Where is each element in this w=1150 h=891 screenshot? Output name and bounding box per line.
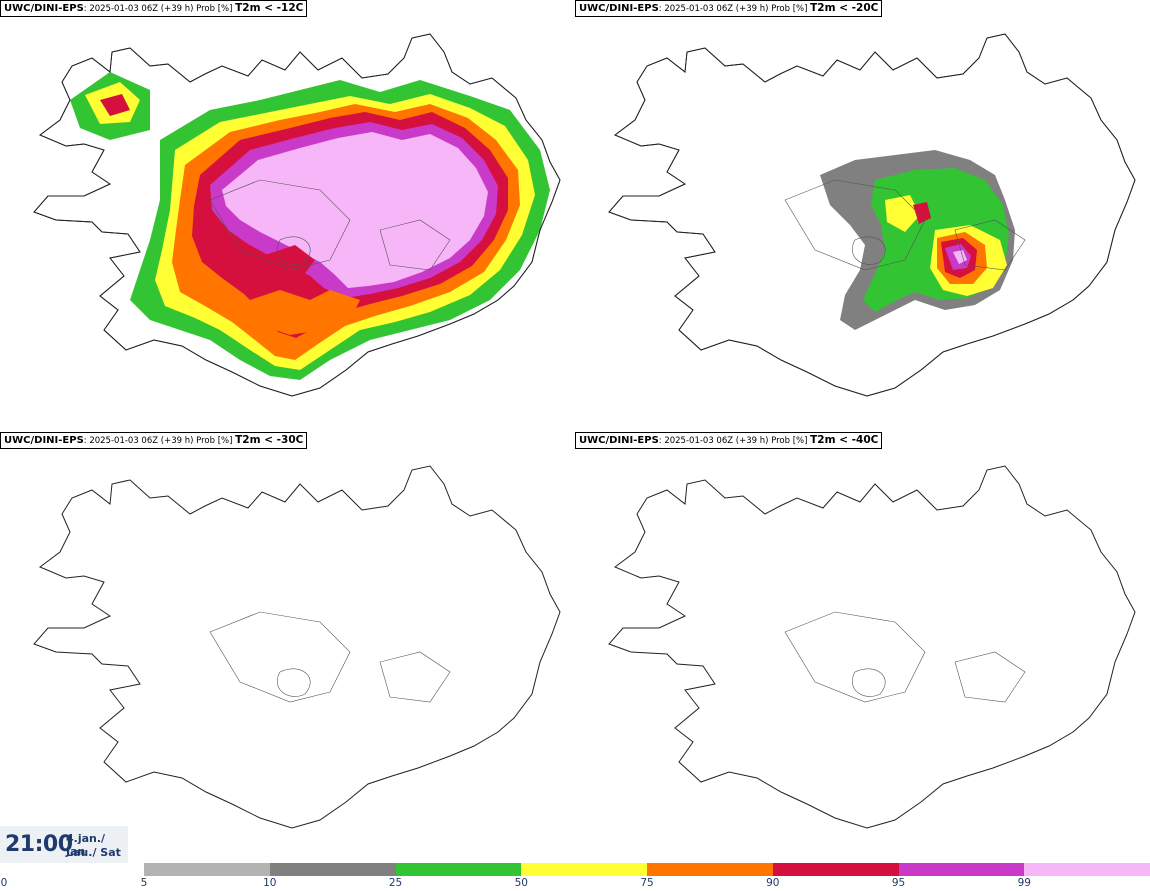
colorbar-tick-label: 99 bbox=[1017, 877, 1031, 889]
model-name: UWC/DINI-EPS bbox=[4, 435, 84, 446]
colorbar-segment bbox=[521, 863, 647, 876]
panel-title: UWC/DINI-EPS: 2025-01-03 06Z (+39 h) Pro… bbox=[0, 432, 308, 449]
colorbar bbox=[144, 863, 1150, 876]
iceland-map bbox=[608, 465, 1136, 829]
map-panel-t2m-lt-minus30: UWC/DINI-EPS: 2025-01-03 06Z (+39 h) Pro… bbox=[0, 432, 575, 862]
panel-title: UWC/DINI-EPS: 2025-01-03 06Z (+39 h) Pro… bbox=[0, 0, 308, 17]
map-panel-t2m-lt-minus20: UWC/DINI-EPS: 2025-01-03 06Z (+39 h) Pro… bbox=[575, 0, 1150, 430]
panel-title: UWC/DINI-EPS: 2025-01-03 06Z (+39 h) Pro… bbox=[575, 0, 883, 17]
colorbar-tick-label: 90 bbox=[766, 877, 780, 889]
model-name: UWC/DINI-EPS bbox=[579, 435, 659, 446]
valid-time-box: 21:00 4.jan./ Jan Lau./ Sat bbox=[0, 826, 128, 863]
iceland-map bbox=[33, 33, 561, 397]
colorbar-segment bbox=[269, 863, 396, 876]
run-info: : 2025-01-03 06Z (+39 h) Prob [%] bbox=[658, 4, 808, 14]
iceland-map bbox=[33, 465, 561, 829]
colorbar-tick-label: 50 bbox=[514, 877, 528, 889]
model-name: UWC/DINI-EPS bbox=[4, 3, 84, 14]
colorbar-segment bbox=[772, 863, 899, 876]
threshold-label: T2m < -40C bbox=[810, 434, 879, 446]
colorbar-segment bbox=[395, 863, 522, 876]
map-panel-t2m-lt-minus40: UWC/DINI-EPS: 2025-01-03 06Z (+39 h) Pro… bbox=[575, 432, 1150, 862]
valid-date: 4.jan./ Jan bbox=[66, 832, 106, 858]
run-info: : 2025-01-03 06Z (+39 h) Prob [%] bbox=[658, 436, 808, 446]
colorbar-tick-label: 75 bbox=[640, 877, 654, 889]
colorbar-segment bbox=[1024, 863, 1150, 876]
colorbar-segment bbox=[898, 863, 1025, 876]
valid-time: 21:00 bbox=[5, 832, 73, 857]
map-panel-t2m-lt-minus12: UWC/DINI-EPS: 2025-01-03 06Z (+39 h) Pro… bbox=[0, 0, 575, 430]
run-info: : 2025-01-03 06Z (+39 h) Prob [%] bbox=[83, 4, 233, 14]
iceland-map bbox=[608, 33, 1136, 397]
threshold-label: T2m < -12C bbox=[235, 2, 304, 14]
colorbar-segment bbox=[144, 863, 270, 876]
colorbar-tick-label: 10 bbox=[263, 877, 277, 889]
run-info: : 2025-01-03 06Z (+39 h) Prob [%] bbox=[83, 436, 233, 446]
model-name: UWC/DINI-EPS bbox=[579, 3, 659, 14]
colorbar-tick-label: 25 bbox=[388, 877, 403, 889]
colorbar-tick-label: 95 bbox=[891, 877, 906, 889]
threshold-label: T2m < -20C bbox=[810, 2, 879, 14]
threshold-label: T2m < -30C bbox=[235, 434, 304, 446]
colorbar-segment bbox=[647, 863, 773, 876]
colorbar-tick-label: 5 bbox=[140, 877, 148, 889]
colorbar-tick-label: 0 bbox=[0, 877, 8, 889]
panel-title: UWC/DINI-EPS: 2025-01-03 06Z (+39 h) Pro… bbox=[575, 432, 883, 449]
valid-weekday: Lau./ Sat bbox=[66, 846, 121, 859]
